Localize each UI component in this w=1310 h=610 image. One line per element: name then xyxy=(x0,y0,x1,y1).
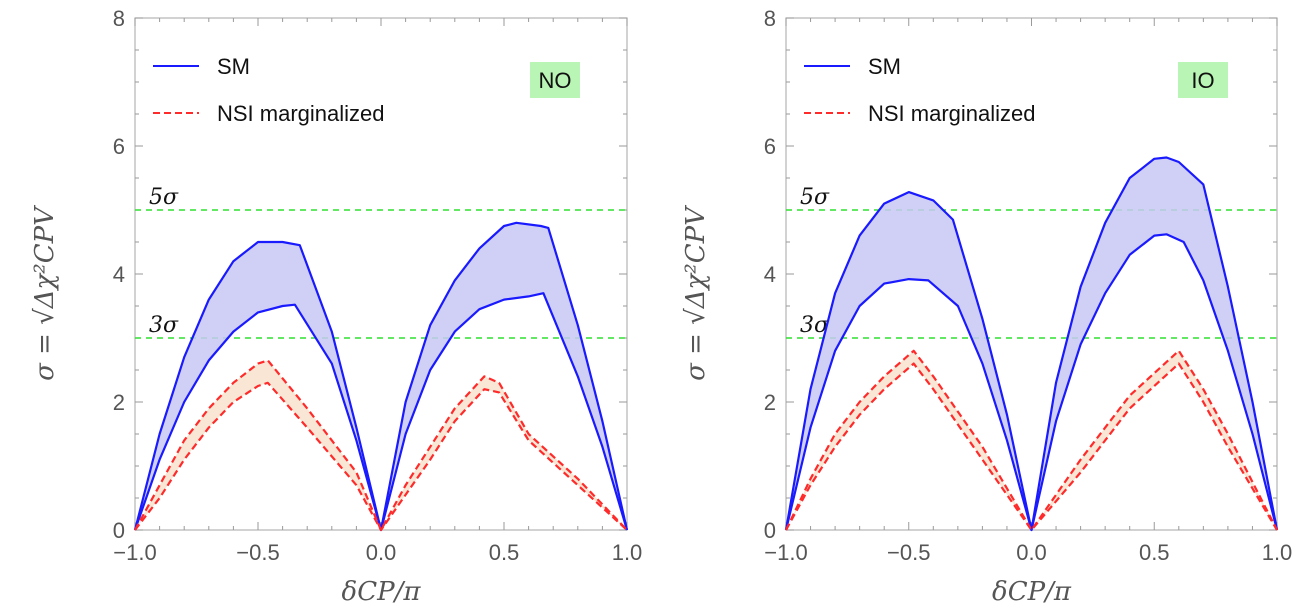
y-tick-label: 0 xyxy=(764,518,776,543)
y-tick-label: 0 xyxy=(113,518,125,543)
ordering-badge: NO xyxy=(539,68,572,93)
x-axis-title: δCP/π xyxy=(992,577,1072,607)
y-tick-label: 8 xyxy=(113,6,125,31)
y-axis-title: σ = √Δχ²CPV xyxy=(681,205,711,381)
x-tick-label: 0.5 xyxy=(489,540,520,565)
x-tick-label: −0.5 xyxy=(236,540,279,565)
x-axis-title: δCP/π xyxy=(342,577,422,607)
reference-label-5sigma: 5σ xyxy=(149,185,179,210)
sm-band xyxy=(786,157,1277,530)
reference-label-5sigma: 5σ xyxy=(800,185,830,210)
x-tick-label: 1.0 xyxy=(1262,540,1293,565)
x-tick-label: −1.0 xyxy=(764,540,807,565)
legend-label-nsi: NSI marginalized xyxy=(868,101,1036,126)
y-tick-label: 4 xyxy=(764,262,776,287)
x-tick-label: 0.0 xyxy=(1016,540,1047,565)
y-tick-label: 6 xyxy=(764,134,776,159)
nsi-marginalized-lower-line xyxy=(134,381,628,532)
nsi-marginalized-upper-line xyxy=(785,349,1278,532)
legend-label-sm: SM xyxy=(868,54,901,79)
nsi-marginalized-upper-line xyxy=(134,359,628,532)
y-tick-label: 4 xyxy=(113,262,125,287)
sm-upper-line xyxy=(784,156,1279,532)
ordering-badge: IO xyxy=(1191,68,1214,93)
chart-panel-no: −1.0 −0.5 0.0 0.5 1.0 0 2 4 6 8 5σ 3σ SM NSI marginal… xyxy=(30,6,642,607)
y-tick-label: 2 xyxy=(113,390,125,415)
x-tick-label: 0.0 xyxy=(366,540,397,565)
x-tick-label: −1.0 xyxy=(113,540,156,565)
legend-label-sm: SM xyxy=(217,54,250,79)
y-axis-title: σ = √Δχ²CPV xyxy=(30,205,60,381)
y-tick-label: 2 xyxy=(764,390,776,415)
x-tick-label: −0.5 xyxy=(887,540,930,565)
ordering-badge-bg xyxy=(1178,62,1228,98)
nsi-marginalized-lower-line xyxy=(785,362,1278,532)
sm-band xyxy=(135,222,627,531)
legend-label-nsi: NSI marginalized xyxy=(217,101,385,126)
y-tick-label: 8 xyxy=(764,6,776,31)
x-tick-label: 1.0 xyxy=(612,540,643,565)
sm-upper-line xyxy=(133,221,629,532)
ordering-badge-bg xyxy=(530,62,580,98)
x-tick-label: 0.5 xyxy=(1139,540,1170,565)
nsi-marginalized-band xyxy=(135,360,627,530)
y-tick-label: 6 xyxy=(113,134,125,159)
nsi-marginalized-band xyxy=(786,350,1277,530)
reference-label-3sigma: 3σ xyxy=(149,313,179,338)
sm-lower-line xyxy=(784,233,1279,532)
